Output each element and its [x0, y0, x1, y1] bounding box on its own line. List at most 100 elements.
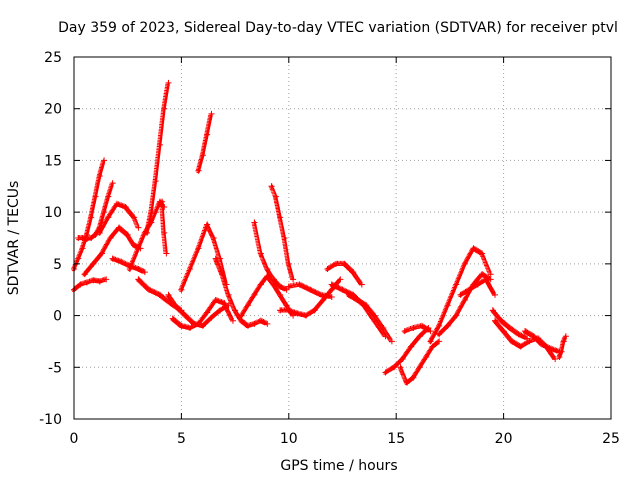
- data-point: [92, 231, 99, 238]
- data-point: [337, 276, 344, 283]
- data-point: [210, 235, 217, 241]
- x-axis-label: GPS time / hours: [280, 458, 397, 474]
- plot-frame: [73, 56, 612, 420]
- data-point: [285, 283, 292, 290]
- data-point: [113, 200, 120, 207]
- data-point: [466, 286, 473, 293]
- data-point: [350, 269, 357, 276]
- data-point: [107, 235, 114, 241]
- data-point: [479, 250, 486, 257]
- data-segment: [156, 107, 166, 147]
- series-arc-22: [328, 281, 389, 340]
- data-point: [174, 304, 181, 311]
- data-point: [401, 328, 408, 335]
- data-segment: [268, 183, 277, 198]
- data-point: [427, 338, 434, 345]
- data-point: [178, 322, 185, 329]
- data-point: [105, 214, 112, 221]
- data-point: [285, 260, 292, 267]
- data-point: [257, 281, 264, 288]
- data-segment: [135, 276, 150, 291]
- data-segment: [105, 181, 114, 199]
- data-segment: [399, 344, 412, 362]
- data-point: [238, 317, 245, 324]
- data-point: [88, 235, 95, 241]
- data-point: [204, 309, 211, 316]
- data-point: [195, 167, 202, 174]
- data-point: [285, 307, 292, 314]
- data-point: [135, 224, 142, 231]
- y-tick-label: 0: [53, 309, 62, 325]
- data-point: [307, 286, 314, 293]
- series-arc-09: [159, 198, 170, 257]
- data-point: [124, 231, 131, 238]
- data-point: [217, 307, 224, 314]
- data-point: [436, 338, 443, 345]
- series-arc-23: [345, 291, 395, 345]
- data-point: [492, 317, 499, 324]
- data-point: [148, 209, 155, 216]
- data-point: [500, 328, 507, 335]
- data-point: [277, 214, 284, 221]
- data-point: [169, 315, 176, 322]
- data-point: [397, 364, 404, 371]
- y-tick-label: -5: [48, 360, 62, 376]
- data-point: [328, 293, 335, 300]
- data-point: [159, 198, 166, 205]
- data-point: [530, 333, 537, 340]
- data-point: [186, 324, 193, 331]
- data-point: [427, 328, 434, 335]
- series-arc-14: [195, 110, 215, 174]
- data-point: [479, 271, 486, 278]
- data-point: [461, 297, 468, 304]
- data-point: [212, 297, 219, 304]
- data-point: [429, 343, 436, 350]
- data-point: [251, 219, 258, 226]
- data-point: [483, 276, 490, 283]
- data-point: [416, 333, 423, 340]
- data-segment: [148, 179, 157, 215]
- data-point: [116, 224, 123, 231]
- data-point: [328, 286, 335, 293]
- data-point: [225, 291, 232, 298]
- data-point: [423, 353, 430, 360]
- data-point: [371, 312, 378, 319]
- data-point: [556, 353, 563, 360]
- data-point: [83, 279, 90, 286]
- data-point: [358, 281, 365, 288]
- data-point: [302, 312, 309, 319]
- data-point: [277, 283, 284, 290]
- data-point: [509, 338, 516, 345]
- data-point: [391, 364, 398, 371]
- data-point: [161, 229, 168, 236]
- data-point: [489, 307, 496, 314]
- data-point: [333, 260, 340, 267]
- data-point: [79, 235, 86, 241]
- data-point: [526, 338, 533, 345]
- data-point: [165, 79, 172, 86]
- data-point: [131, 214, 138, 221]
- data-point: [141, 269, 148, 276]
- x-tick-label: 25: [602, 431, 620, 447]
- x-tick-label: 15: [387, 431, 405, 447]
- data-point: [178, 286, 185, 293]
- data-point: [562, 333, 569, 340]
- tick-labels: 0 5 10 15 20 25 -10 -5 0 5 10 15 20 25: [39, 50, 620, 447]
- data-point: [156, 141, 163, 148]
- series-arc-30: [489, 307, 531, 342]
- data-point: [444, 322, 451, 329]
- series-arc-20: [285, 281, 335, 300]
- data-point: [232, 307, 239, 314]
- data-point: [83, 236, 90, 243]
- data-segment: [152, 143, 162, 184]
- data-point: [156, 291, 163, 298]
- data-point: [552, 356, 559, 363]
- data-point: [492, 291, 499, 298]
- data-segment: [169, 315, 182, 328]
- data-point: [195, 320, 202, 327]
- data-point: [339, 286, 346, 293]
- data-point: [96, 278, 103, 285]
- series-arc-08: [144, 79, 172, 236]
- data-point: [281, 235, 288, 241]
